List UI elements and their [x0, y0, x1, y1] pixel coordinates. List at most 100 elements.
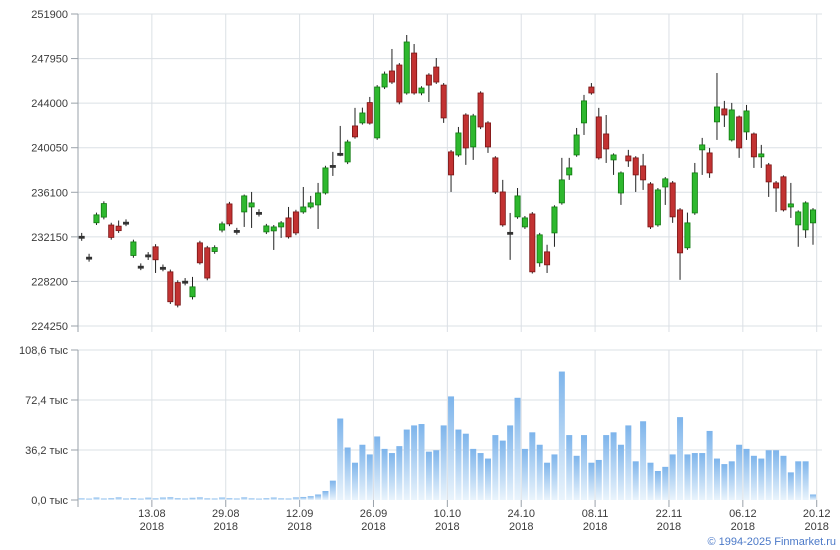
candle-down	[425, 74, 432, 86]
volume-bar	[278, 498, 285, 500]
x-axis-year-label: 2018	[361, 521, 385, 533]
volume-bar	[411, 425, 418, 500]
volume-bar	[145, 497, 152, 500]
candle-down	[167, 271, 174, 303]
candle-doji	[507, 231, 514, 235]
candle-up	[566, 167, 573, 176]
volume-bar	[159, 497, 166, 500]
volume-bar	[566, 435, 573, 500]
x-axis-date-label: 24.10	[507, 508, 535, 520]
volume-bar	[285, 498, 292, 500]
finmarket-link[interactable]: © 1994-2025 Finmarket.ru	[707, 536, 836, 548]
candle-down	[640, 165, 647, 181]
volume-bar	[758, 458, 765, 500]
volume-bar	[529, 432, 536, 500]
x-axis-year-label: 2018	[287, 521, 311, 533]
volume-bar	[337, 418, 344, 500]
volume-bar	[167, 497, 174, 500]
volume-bar	[388, 453, 395, 500]
volume-bar	[425, 451, 432, 500]
volume-bar	[211, 498, 218, 500]
candle-up	[581, 100, 588, 124]
x-axis-year-label: 2018	[435, 521, 459, 533]
candle-down	[411, 52, 418, 94]
volume-bar	[514, 397, 521, 500]
volume-bar	[677, 417, 684, 500]
volume-bar	[263, 498, 270, 500]
volume-bar	[396, 446, 403, 500]
x-axis-date-label: 12.09	[286, 508, 314, 520]
volume-bar	[669, 454, 676, 500]
candle-down	[669, 182, 676, 218]
volume-bar	[810, 494, 817, 500]
candle-up	[691, 172, 698, 214]
x-axis-year-label: 2018	[731, 521, 755, 533]
candle-down	[196, 242, 203, 264]
volume-bar	[219, 497, 226, 500]
volume-bar	[292, 497, 299, 500]
candle-up	[241, 195, 248, 213]
volume-bar	[86, 498, 93, 500]
x-axis-year-label: 2018	[140, 521, 164, 533]
candle-up	[802, 202, 809, 231]
volume-bar	[130, 498, 137, 500]
x-axis-date-label: 08.11	[582, 508, 609, 520]
volume-bar	[499, 440, 506, 500]
candle-down	[780, 176, 787, 211]
candle-down	[433, 66, 440, 83]
price-axis-label: 228200	[31, 276, 68, 288]
candle-down	[204, 247, 211, 279]
candle-down	[765, 164, 772, 183]
price-axis-label: 244000	[31, 98, 68, 110]
volume-bar	[108, 498, 115, 500]
volume-bar	[654, 470, 661, 500]
volume-bar	[226, 498, 233, 500]
candle-down	[440, 84, 447, 119]
volume-bar	[773, 450, 780, 500]
price-axis-label: 236100	[31, 187, 68, 199]
candle-up	[787, 203, 794, 208]
volume-bar	[329, 480, 336, 500]
volume-bar	[625, 425, 632, 500]
volume-bar	[492, 435, 499, 500]
x-axis-date-label: 10.10	[434, 508, 462, 520]
volume-axis-label: 36,2 тыс	[25, 445, 68, 457]
volume-bar	[403, 429, 410, 500]
candle-doji	[182, 280, 189, 284]
volume-bar	[470, 448, 477, 500]
volume-bar	[699, 453, 706, 500]
volume-bar	[477, 453, 484, 500]
volume-bar	[640, 421, 647, 500]
volume-bar	[536, 444, 543, 500]
candle-up	[713, 106, 720, 123]
candle-up	[270, 226, 277, 232]
volume-bar	[270, 497, 277, 500]
volume-bar	[750, 455, 757, 500]
volume-bar	[307, 496, 314, 500]
candle-up	[300, 206, 307, 213]
volume-bar	[93, 497, 100, 500]
volume-bar	[189, 497, 196, 500]
x-axis-date-label: 06.12	[729, 508, 757, 520]
volume-bar	[174, 498, 181, 500]
candle-down	[484, 122, 491, 148]
volume-bar	[152, 498, 159, 500]
candle-doji	[145, 254, 152, 258]
volume-bar	[544, 462, 551, 500]
candle-down	[448, 151, 455, 176]
volume-bar	[780, 455, 787, 500]
candle-doji	[86, 256, 93, 260]
candle-up	[130, 241, 137, 256]
x-axis-date-label: 13.08	[138, 508, 166, 520]
volume-bar	[374, 436, 381, 500]
candle-up	[573, 134, 580, 156]
volume-bar	[795, 461, 802, 500]
candle-up	[758, 153, 765, 158]
candle-down	[588, 86, 595, 94]
candle-down	[529, 213, 536, 273]
x-axis-year-label: 2018	[213, 521, 237, 533]
volume-bar	[743, 448, 750, 500]
candle-up	[344, 141, 351, 163]
candle-down	[625, 155, 632, 162]
candle-up	[536, 234, 543, 264]
